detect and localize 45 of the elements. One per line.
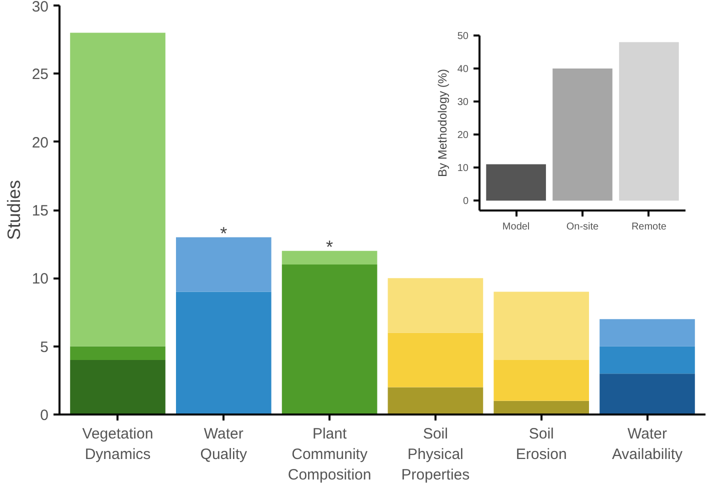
- annotation: *: [326, 236, 334, 257]
- bar: [388, 387, 484, 414]
- bar: [494, 400, 590, 414]
- y-tick-label: 0: [40, 407, 48, 424]
- bar: [552, 68, 612, 201]
- bar: [388, 332, 484, 388]
- x-tick-label: On-site: [566, 222, 600, 232]
- y-axis-title: Studies: [4, 180, 24, 240]
- x-tick-label: Model: [502, 222, 530, 232]
- y-tick-label: 20: [32, 134, 49, 152]
- bar: [600, 319, 695, 346]
- x-tick-label: Water Availability: [612, 426, 684, 463]
- x-tick-label: Soil Physical Properties: [401, 426, 470, 484]
- y-tick-label: 0: [462, 196, 469, 208]
- y-tick-label: 25: [32, 66, 49, 84]
- x-tick-label: Remote: [631, 222, 667, 232]
- bar: [282, 250, 378, 265]
- y-tick-label: 40: [457, 64, 469, 76]
- x-tick-label: Vegetation Dynamics: [82, 426, 154, 463]
- y-tick-label: 10: [32, 270, 49, 288]
- bar: [282, 264, 378, 414]
- y-axis-title: By Methodology (%): [435, 68, 450, 178]
- y-tick-label: 5: [40, 338, 48, 356]
- bar: [70, 32, 166, 346]
- y-tick-label: 10: [457, 163, 469, 174]
- bar: [70, 360, 166, 414]
- x-tick-label: Water Quality: [200, 426, 248, 463]
- bar: [600, 346, 695, 374]
- x-tick-label: Plant Community Composition: [288, 426, 372, 484]
- y-tick-label: 20: [457, 130, 469, 142]
- bar: [176, 292, 272, 414]
- y-tick-label: 30: [32, 0, 49, 16]
- bar: [388, 278, 484, 333]
- bar: [600, 374, 695, 414]
- annotation: *: [220, 223, 228, 244]
- bar: [494, 360, 590, 401]
- y-tick-label: 50: [457, 31, 469, 42]
- y-tick-label: 30: [457, 97, 469, 108]
- bar: [486, 164, 546, 201]
- x-tick-label: Soil Erosion: [516, 426, 567, 463]
- bar: [494, 292, 590, 360]
- bar: [70, 346, 166, 360]
- y-tick-label: 15: [32, 202, 49, 220]
- bar: [619, 42, 679, 201]
- bar: [176, 237, 272, 292]
